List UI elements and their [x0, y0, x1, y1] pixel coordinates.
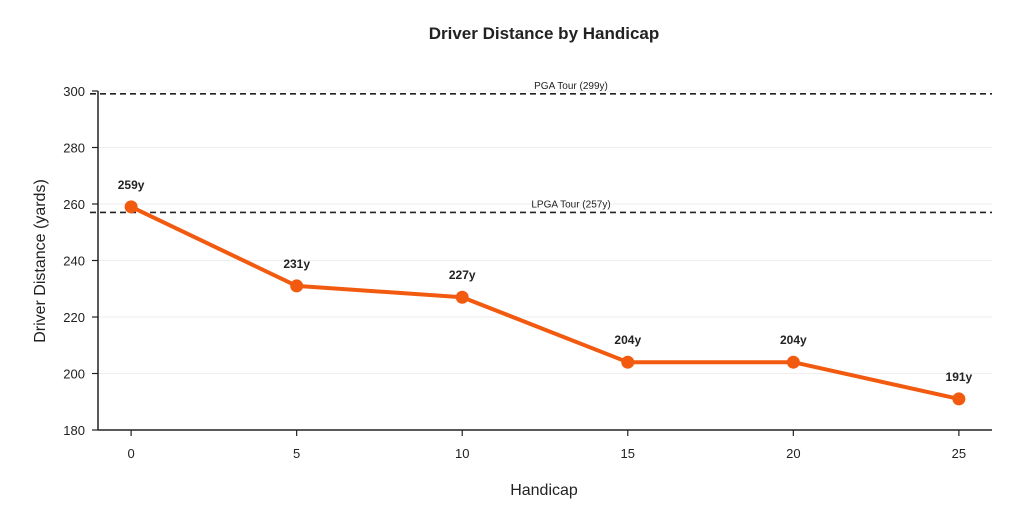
y-tick-label: 280: [63, 141, 85, 156]
x-tick-label: 5: [293, 446, 300, 461]
data-point: [621, 355, 635, 369]
data-point: [786, 355, 800, 369]
x-tick-label: 0: [127, 446, 134, 461]
y-tick-label: 220: [63, 310, 85, 325]
data-labels: 259y 231y 227y 204y 204y 191y: [118, 178, 973, 384]
y-tick-label: 300: [63, 84, 85, 99]
x-tick-label: 25: [952, 446, 966, 461]
data-label: 204y: [780, 333, 807, 347]
data-label: 231y: [283, 257, 310, 271]
x-axis-title: Handicap: [510, 482, 578, 499]
series-line: [129, 204, 961, 401]
data-point: [124, 200, 138, 214]
x-tick-label: 15: [621, 446, 635, 461]
x-tick-label: 10: [455, 446, 469, 461]
chart-title: Driver Distance by Handicap: [429, 24, 660, 43]
y-tick-label: 260: [63, 197, 85, 212]
data-point: [455, 290, 469, 304]
data-label: 227y: [449, 268, 476, 282]
data-label: 204y: [614, 333, 641, 347]
x-tick-label: 20: [786, 446, 800, 461]
reference-line-label: PGA Tour (299y): [534, 81, 608, 92]
data-label: 191y: [946, 370, 973, 384]
ticks: 180 200 220 240 260 280 300 0 5 10 15 20 25: [63, 84, 966, 461]
reference-lines: PGA Tour (299y) LPGA Tour (257y): [90, 81, 992, 214]
data-label: 259y: [118, 178, 145, 192]
series-layer: [124, 200, 966, 406]
y-tick-label: 240: [63, 254, 85, 269]
y-tick-label: 200: [63, 367, 85, 382]
y-axis-title: Driver Distance (yards): [32, 179, 49, 343]
data-point: [952, 392, 966, 406]
y-tick-label: 180: [63, 423, 85, 438]
data-point: [290, 279, 304, 293]
reference-line-label: LPGA Tour (257y): [531, 199, 610, 210]
